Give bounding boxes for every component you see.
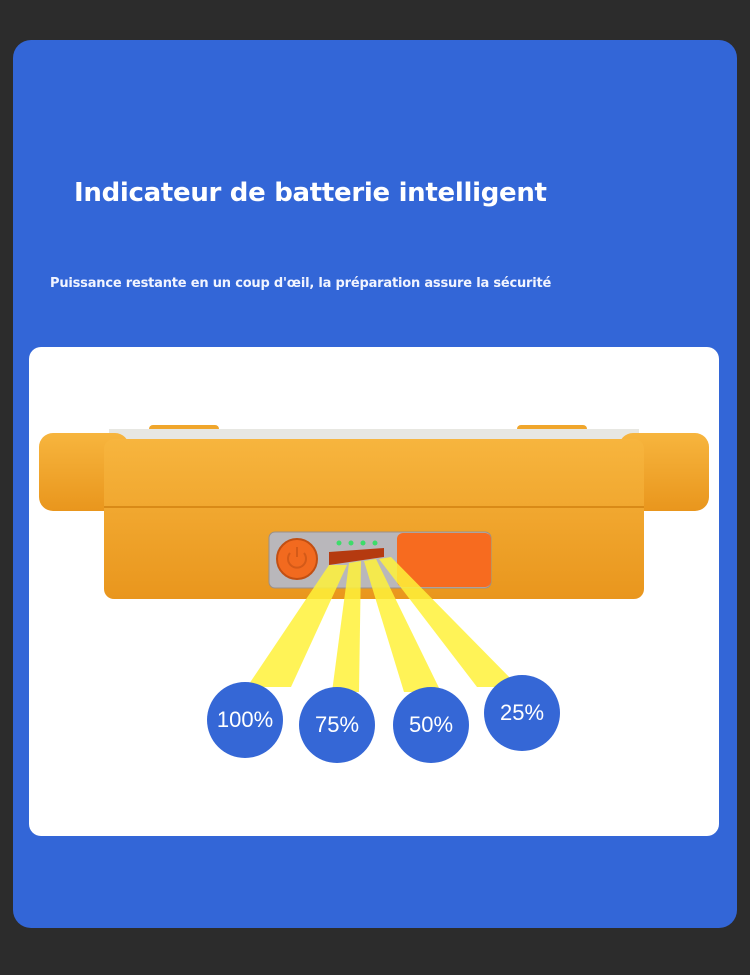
device-body bbox=[104, 439, 644, 599]
level-badge-75: 75% bbox=[299, 687, 375, 763]
led-indicator bbox=[348, 540, 354, 546]
power-button-icon bbox=[276, 538, 318, 580]
page-title: Indicateur de batterie intelligent bbox=[74, 178, 547, 208]
level-badge-25: 25% bbox=[484, 675, 560, 751]
level-badge-50: 50% bbox=[393, 687, 469, 763]
battery-device-illustration bbox=[39, 425, 709, 692]
page-subtitle: Puissance restante en un coup d'œil, la … bbox=[50, 276, 552, 291]
indicator-beams bbox=[247, 557, 519, 692]
led-indicator bbox=[336, 540, 342, 546]
product-image-panel: 100% 75% 50% 25% bbox=[29, 347, 719, 836]
led-indicator bbox=[360, 540, 366, 546]
level-badge-100: 100% bbox=[207, 682, 283, 758]
led-indicator bbox=[372, 540, 378, 546]
port-cover bbox=[397, 533, 491, 587]
battery-gauge-bar bbox=[329, 548, 384, 565]
